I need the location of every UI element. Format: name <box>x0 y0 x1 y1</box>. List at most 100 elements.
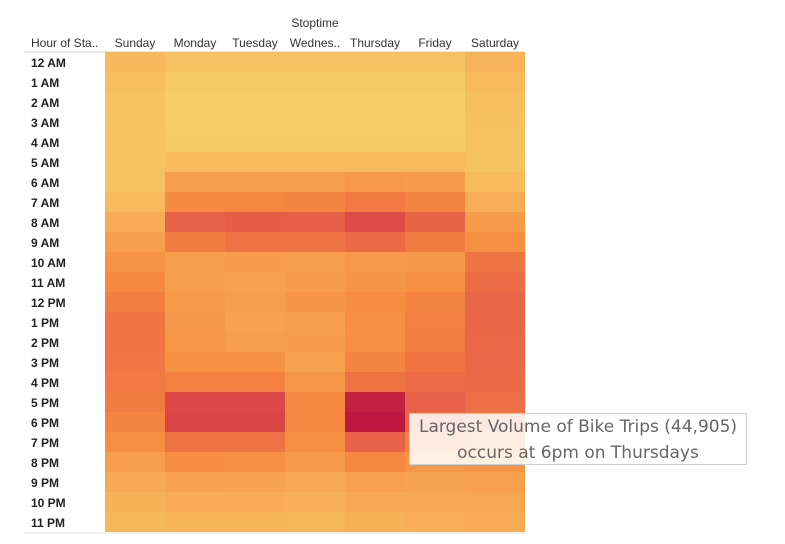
heatmap-cell[interactable] <box>165 412 225 432</box>
heatmap-cell[interactable] <box>105 412 165 432</box>
heatmap-cell[interactable] <box>165 432 225 452</box>
heatmap-cell[interactable] <box>405 172 465 192</box>
heatmap-cell[interactable] <box>345 452 405 472</box>
heatmap-cell[interactable] <box>225 92 285 112</box>
heatmap-cell[interactable] <box>285 432 345 452</box>
heatmap-cell[interactable] <box>405 152 465 172</box>
heatmap-cell[interactable] <box>345 252 405 272</box>
heatmap-cell[interactable] <box>285 392 345 412</box>
heatmap-cell[interactable] <box>465 232 525 252</box>
heatmap-cell[interactable] <box>225 232 285 252</box>
heatmap-cell[interactable] <box>465 312 525 332</box>
column-header[interactable]: Monday <box>174 36 217 50</box>
heatmap-cell[interactable] <box>285 372 345 392</box>
heatmap-cell[interactable] <box>165 312 225 332</box>
heatmap-cell[interactable] <box>285 92 345 112</box>
heatmap-cell[interactable] <box>165 52 225 72</box>
heatmap-cell[interactable] <box>405 252 465 272</box>
heatmap-cell[interactable] <box>165 112 225 132</box>
heatmap-cell[interactable] <box>465 192 525 212</box>
heatmap-cell[interactable] <box>405 132 465 152</box>
heatmap-cell[interactable] <box>105 352 165 372</box>
heatmap-cell[interactable] <box>225 72 285 92</box>
heatmap-cell[interactable] <box>225 492 285 512</box>
heatmap-cell[interactable] <box>345 152 405 172</box>
heatmap-cell[interactable] <box>105 172 165 192</box>
column-header[interactable]: Sunday <box>115 36 156 50</box>
heatmap-cell[interactable] <box>285 152 345 172</box>
heatmap-cell[interactable] <box>225 192 285 212</box>
heatmap-cell[interactable] <box>105 132 165 152</box>
heatmap-cell[interactable] <box>345 372 405 392</box>
column-header[interactable]: Tuesday <box>232 36 278 50</box>
heatmap-cell[interactable] <box>105 312 165 332</box>
heatmap-cell[interactable] <box>165 212 225 232</box>
heatmap-cell[interactable] <box>285 232 345 252</box>
heatmap-cell[interactable] <box>285 272 345 292</box>
heatmap-cell[interactable] <box>105 92 165 112</box>
heatmap-cell[interactable] <box>225 512 285 532</box>
heatmap-cell[interactable] <box>345 212 405 232</box>
heatmap-cell[interactable] <box>465 352 525 372</box>
heatmap-cell[interactable] <box>105 72 165 92</box>
heatmap-cell[interactable] <box>465 172 525 192</box>
heatmap-cell[interactable] <box>345 412 405 432</box>
heatmap-cell[interactable] <box>225 212 285 232</box>
heatmap-cell[interactable] <box>465 492 525 512</box>
heatmap-cell[interactable] <box>225 312 285 332</box>
heatmap-cell[interactable] <box>285 312 345 332</box>
heatmap-cell[interactable] <box>105 512 165 532</box>
heatmap-cell[interactable] <box>465 292 525 312</box>
heatmap-cell[interactable] <box>165 172 225 192</box>
heatmap-cell[interactable] <box>345 272 405 292</box>
heatmap-cell[interactable] <box>345 172 405 192</box>
row-header[interactable]: Hour of Sta.. <box>31 36 98 50</box>
column-header[interactable]: Friday <box>418 36 451 50</box>
heatmap-cell[interactable] <box>105 432 165 452</box>
column-header[interactable]: Wednes.. <box>290 36 340 50</box>
heatmap-cell[interactable] <box>225 112 285 132</box>
heatmap-cell[interactable] <box>225 132 285 152</box>
heatmap-cell[interactable] <box>465 152 525 172</box>
heatmap-cell[interactable] <box>165 272 225 292</box>
heatmap-cell[interactable] <box>405 312 465 332</box>
heatmap-cell[interactable] <box>165 72 225 92</box>
heatmap-cell[interactable] <box>225 292 285 312</box>
heatmap-cell[interactable] <box>225 372 285 392</box>
heatmap-cell[interactable] <box>405 372 465 392</box>
heatmap-cell[interactable] <box>465 332 525 352</box>
heatmap-cell[interactable] <box>405 472 465 492</box>
heatmap-cell[interactable] <box>465 112 525 132</box>
heatmap-cell[interactable] <box>165 392 225 412</box>
heatmap-cell[interactable] <box>285 252 345 272</box>
heatmap-cell[interactable] <box>465 372 525 392</box>
heatmap-cell[interactable] <box>105 152 165 172</box>
heatmap-cell[interactable] <box>465 132 525 152</box>
heatmap-cell[interactable] <box>405 52 465 72</box>
heatmap-cell[interactable] <box>165 512 225 532</box>
heatmap-cell[interactable] <box>345 72 405 92</box>
heatmap-cell[interactable] <box>105 492 165 512</box>
heatmap-cell[interactable] <box>165 132 225 152</box>
heatmap-cell[interactable] <box>285 492 345 512</box>
heatmap-cell[interactable] <box>465 272 525 292</box>
heatmap-cell[interactable] <box>165 492 225 512</box>
heatmap-cell[interactable] <box>465 392 525 412</box>
heatmap-cell[interactable] <box>345 492 405 512</box>
heatmap-cell[interactable] <box>285 472 345 492</box>
heatmap-cell[interactable] <box>345 312 405 332</box>
heatmap-cell[interactable] <box>405 92 465 112</box>
heatmap-cell[interactable] <box>165 292 225 312</box>
heatmap-cell[interactable] <box>405 212 465 232</box>
heatmap-cell[interactable] <box>465 72 525 92</box>
heatmap-cell[interactable] <box>165 252 225 272</box>
heatmap-cell[interactable] <box>345 352 405 372</box>
heatmap-cell[interactable] <box>285 212 345 232</box>
heatmap-cell[interactable] <box>405 232 465 252</box>
heatmap-cell[interactable] <box>345 392 405 412</box>
heatmap-cell[interactable] <box>285 512 345 532</box>
heatmap-cell[interactable] <box>225 172 285 192</box>
heatmap-cell[interactable] <box>465 472 525 492</box>
heatmap-cell[interactable] <box>225 272 285 292</box>
heatmap-cell[interactable] <box>165 372 225 392</box>
